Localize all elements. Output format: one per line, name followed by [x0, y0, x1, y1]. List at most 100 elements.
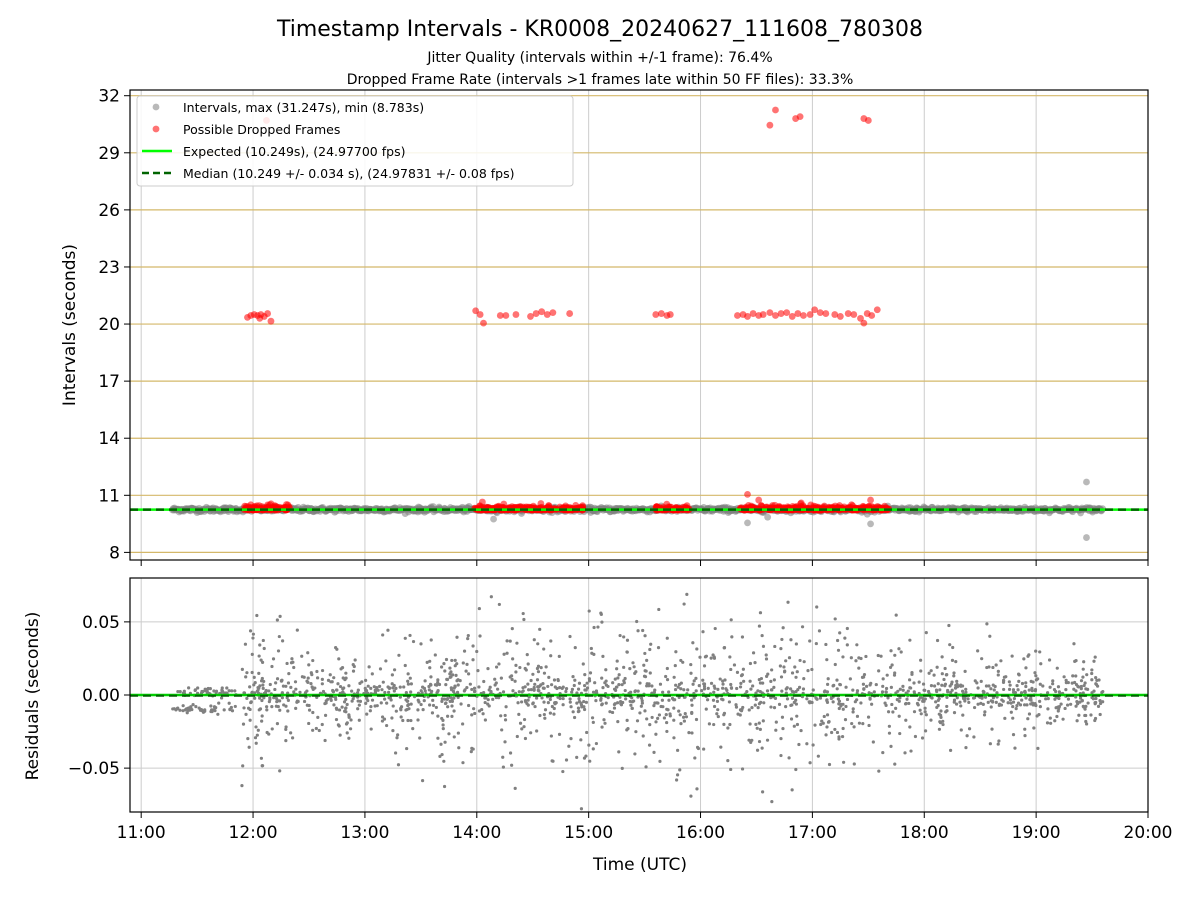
residual-point-412: [740, 635, 745, 639]
residual-point-925: [1032, 726, 1036, 730]
residual-point-87: [200, 708, 204, 712]
residual-point-1695: [984, 684, 989, 688]
residual-point-1480: [300, 675, 305, 679]
residual-point-900: [280, 678, 284, 682]
residual-point-1619: [581, 662, 585, 666]
residual-point-1837: [1079, 684, 1083, 689]
residual-point-876: [844, 704, 848, 709]
residual-point-1717: [436, 680, 440, 685]
residual-point-1568: [289, 661, 294, 665]
residual-point-1749: [625, 638, 630, 642]
residual-point-1203: [275, 700, 279, 704]
residual-point-1589: [391, 704, 395, 708]
residual-point-842: [294, 687, 298, 691]
residual-point-728: [618, 633, 622, 638]
residual-point-654: [386, 628, 390, 632]
residual-point-1488: [1031, 703, 1035, 707]
residual-point-821: [952, 711, 957, 715]
residual-point-1223: [1016, 688, 1020, 692]
residual-point-1208: [1080, 698, 1084, 703]
residual-point-1054: [368, 709, 372, 713]
residual-point-979: [712, 690, 716, 694]
residual-point-1387: [472, 686, 477, 690]
residual-point-1065: [399, 705, 404, 709]
residual-point-410: [338, 684, 343, 689]
residual-point-1506: [599, 698, 603, 702]
residual-point-1399: [1084, 687, 1088, 691]
residual-point-43: [194, 705, 198, 709]
residual-point-877: [610, 710, 615, 715]
residual-point-1679: [884, 703, 888, 707]
residual-point-830: [1039, 662, 1043, 666]
residual-point-1311: [334, 717, 339, 722]
residual-point-1841: [262, 696, 266, 700]
residual-point-1757: [822, 714, 826, 719]
residual-point-1627: [985, 622, 989, 626]
residual-point-141: [397, 653, 401, 657]
residual-point-1604: [864, 654, 868, 659]
residual-point-676: [267, 689, 271, 693]
residual-point-863: [725, 688, 729, 692]
residual-point-1274: [713, 686, 717, 690]
residual-point-1870: [774, 728, 778, 732]
residual-point-1835: [924, 631, 928, 635]
residuals-plot: 0.05 0.00 −0.05 11:00 12:00 13:00 14:00 15:00 16…: [68, 577, 1173, 843]
top-ytick-label-0: 8: [109, 543, 120, 563]
residual-point-1047: [985, 665, 989, 670]
residual-point-1759: [280, 691, 284, 695]
residual-point-641: [1023, 727, 1027, 731]
residual-point-1484: [705, 698, 710, 702]
residual-point-1665: [497, 696, 501, 700]
residual-point-1363: [826, 677, 830, 681]
residual-point-1133: [246, 736, 250, 741]
residual-point-1735: [240, 784, 244, 788]
residual-point-169: [645, 658, 649, 663]
residual-point-151: [1023, 703, 1027, 707]
residual-point-140: [1003, 716, 1007, 720]
residual-point-1868: [582, 756, 587, 760]
residual-point-1710: [1012, 696, 1017, 701]
residual-point-296: [549, 734, 553, 738]
residual-point-1836: [398, 695, 402, 699]
residual-point-1538: [1029, 702, 1033, 706]
residual-point-1098: [1061, 717, 1065, 721]
residual-point-1321: [1024, 684, 1028, 689]
residual-point-1001: [626, 727, 630, 731]
dropped-point-836: [822, 310, 830, 317]
residual-point-768: [676, 685, 680, 689]
residual-point-1443: [401, 718, 405, 723]
top-ytick-label-2: 14: [98, 429, 120, 449]
residual-point-1136: [254, 741, 258, 745]
residual-point-1454: [634, 730, 638, 734]
residual-point-986: [453, 664, 457, 668]
dropped-point-831: [794, 310, 802, 317]
residual-point-735: [392, 668, 397, 672]
residual-point-809: [350, 689, 354, 693]
residual-point-1272: [577, 709, 581, 713]
residual-point-1180: [942, 677, 946, 682]
residual-point-972: [1055, 666, 1059, 670]
residual-point-1455: [576, 687, 581, 691]
residual-point-670: [592, 625, 596, 630]
dropped-point-810: [527, 313, 534, 320]
residual-point-703: [311, 658, 315, 663]
residual-point-1748: [457, 746, 461, 750]
residual-point-1174: [784, 704, 788, 709]
residual-point-1161: [445, 697, 449, 701]
residual-point-180: [419, 642, 423, 646]
residual-point-1428: [923, 706, 927, 710]
bottom-ytick-label-0: 0.05: [82, 613, 120, 633]
residual-point-45: [181, 704, 185, 708]
residual-point-1463: [473, 711, 477, 716]
residual-point-491: [291, 736, 295, 740]
dropped-point-848: [797, 499, 805, 507]
residual-point-711: [455, 635, 459, 639]
residual-point-1225: [261, 638, 265, 643]
residual-point-1143: [526, 703, 530, 707]
residual-point-755: [396, 763, 401, 767]
residual-point-792: [932, 673, 936, 677]
residual-point-1876: [376, 688, 380, 692]
residual-point-1766: [837, 699, 842, 703]
residual-point-1747: [1083, 713, 1087, 718]
residual-point-1760: [258, 684, 262, 688]
